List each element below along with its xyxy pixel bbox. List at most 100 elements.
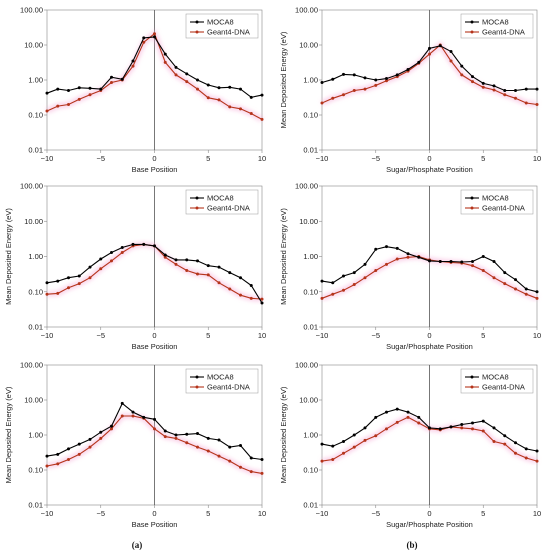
x-tick-label: −10 (41, 509, 54, 518)
x-axis-label: Base Position (132, 520, 178, 529)
moca8-point (174, 65, 178, 69)
geant4-dna-point (239, 107, 242, 111)
x-tick-label: −10 (41, 331, 54, 340)
moca8-point (249, 95, 253, 99)
legend-marker (195, 375, 199, 379)
moca8-point (428, 259, 431, 263)
y-tick-label: 10.00 (299, 396, 318, 405)
legend-label: MOCA8 (207, 194, 234, 203)
moca8-point (535, 449, 539, 453)
moca8-point (331, 281, 335, 285)
x-tick-label: −5 (96, 509, 105, 518)
moca8-point (45, 281, 49, 285)
geant4-dna-point (120, 414, 124, 418)
moca8-point (514, 278, 517, 282)
moca8-point (56, 279, 60, 283)
legend-marker (195, 30, 199, 34)
geant4-dna-point (163, 60, 167, 64)
x-axis-label: Sugar/Phosphate Position (386, 342, 473, 351)
geant4-dna-point (185, 269, 189, 273)
x-tick-label: −10 (316, 154, 329, 163)
x-tick-label: 10 (258, 154, 266, 163)
geant4-dna-point (131, 414, 135, 418)
geant4-dna-point (503, 93, 507, 97)
moca8-point (163, 52, 167, 56)
geant4-dna-point (67, 102, 70, 106)
geant4-dna-point (249, 470, 253, 474)
geant4-dna-point (174, 436, 178, 440)
moca8-point (460, 64, 464, 68)
x-tick-label: −5 (96, 331, 105, 340)
moca8-point (320, 279, 324, 283)
y-tick-label: 100.00 (295, 361, 318, 370)
moca8-point (492, 84, 496, 88)
x-tick-label: −5 (371, 331, 380, 340)
moca8-point (406, 410, 410, 414)
geant4-dna-point (239, 465, 242, 469)
geant4-dna-point (395, 420, 399, 424)
moca8-point (449, 425, 453, 429)
legend-label: MOCA8 (482, 18, 509, 27)
geant4-dna-point (67, 286, 70, 290)
moca8-point (406, 252, 410, 256)
geant4-dna-point (374, 269, 378, 273)
moca8-point (524, 287, 528, 291)
y-tick-label: 100.00 (295, 182, 318, 191)
x-tick-label: 10 (533, 509, 541, 518)
x-axis-label: Sugar/Phosphate Position (386, 520, 473, 529)
legend-box (185, 13, 259, 39)
moca8-point (99, 87, 103, 91)
legend-box (460, 13, 534, 39)
moca8-point (228, 85, 232, 89)
moca8-point (438, 260, 442, 264)
geant4-dna-point (45, 109, 49, 113)
legend-box (460, 368, 534, 394)
legend-box (185, 189, 259, 215)
y-tick-label: 100.00 (20, 182, 43, 191)
x-tick-label: 0 (152, 331, 156, 340)
moca8-point (460, 260, 464, 264)
moca8-point (374, 247, 378, 251)
geant4-dna-point (45, 464, 49, 468)
y-tick-label: 0.01 (303, 501, 318, 510)
x-tick-label: 5 (206, 331, 210, 340)
moca8-point (131, 242, 135, 246)
legend-marker (195, 196, 199, 200)
geant4-dna-point (395, 257, 399, 261)
y-tick-label: 1.00 (28, 431, 43, 440)
moca8-point (352, 433, 356, 437)
geant4-dna-point (481, 269, 485, 273)
geant4-dna-point (363, 87, 367, 91)
y-axis-label: Mean Deposited Energy (eV) (4, 208, 13, 305)
moca8-point (217, 265, 221, 269)
x-tick-label: 5 (481, 509, 485, 518)
legend-box (460, 189, 534, 215)
geant4-dna-point (352, 283, 356, 287)
panel-label-a: (a) (132, 540, 143, 550)
geant4-dna-point (185, 441, 189, 445)
x-tick-label: 5 (206, 509, 210, 518)
x-tick-label: 5 (481, 331, 485, 340)
moca8-point (374, 78, 378, 82)
moca8-point (174, 433, 178, 437)
geant4-dna-point (163, 435, 167, 439)
moca8-point (88, 265, 92, 269)
y-tick-label: 10.00 (24, 41, 43, 50)
moca8-point (153, 244, 156, 248)
geant4-dna-point (320, 101, 324, 105)
moca8-point (249, 284, 253, 288)
geant4-dna-point (99, 436, 103, 440)
x-tick-label: 5 (481, 154, 485, 163)
legend-label: MOCA8 (482, 194, 509, 203)
x-tick-label: 10 (258, 509, 266, 518)
geant4-dna-point (535, 459, 539, 463)
geant4-dna-point (77, 452, 81, 456)
moca8-point (535, 87, 539, 91)
moca8-point (196, 432, 199, 436)
moca8-point (239, 276, 242, 280)
legend-box (185, 368, 259, 394)
geant4-dna-point (385, 427, 388, 431)
moca8-point (331, 77, 335, 81)
